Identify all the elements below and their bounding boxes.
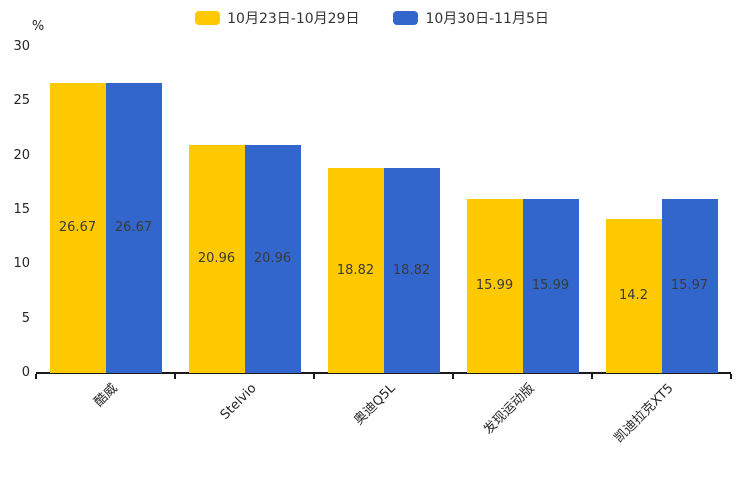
bar-week1-1 (49, 83, 106, 373)
bar-week1-5 (605, 218, 662, 373)
bar-value-label: 15.97 (670, 278, 709, 294)
x-axis-tick (35, 374, 37, 379)
bar-value-label: 26.67 (114, 220, 153, 236)
y-axis-unit-label: % (31, 19, 45, 34)
y-axis-tick-label: 5 (21, 310, 30, 326)
x-category-label: 酷威 (91, 381, 121, 411)
bar-value-label: 14.2 (619, 287, 648, 303)
x-category-label: 发现运动版 (480, 381, 538, 438)
bar-value-label: 18.82 (392, 262, 431, 278)
x-category-label: 奥迪Q5L (350, 381, 399, 429)
legend-label-week2: 10月30日-11月5日 (425, 11, 549, 27)
x-category-label: Stelvio (217, 381, 260, 423)
x-axis-tick (313, 374, 315, 379)
bar-value-label: 20.96 (197, 251, 236, 267)
bar-value-label: 20.96 (253, 251, 292, 267)
bar-week1-3 (327, 168, 384, 373)
bar-week1-4 (466, 199, 523, 373)
bar-week2-2 (244, 145, 301, 373)
legend-item-week2[interactable]: 10月30日-11月5日 (393, 8, 549, 28)
x-axis-tick (174, 374, 176, 379)
legend-swatch-week1-icon (195, 11, 221, 25)
y-axis-tick-label: 0 (21, 365, 30, 380)
bar-week2-4 (522, 199, 579, 373)
y-axis-tick-label: 20 (13, 147, 30, 163)
bar-week1-2 (188, 145, 245, 373)
bar-value-label: 15.99 (531, 278, 570, 294)
bar-week2-1 (105, 83, 162, 373)
bar-value-label: 26.67 (58, 220, 97, 236)
y-axis-tick-label: 30 (13, 39, 30, 54)
chart-legend: 10月23日-10月29日 10月30日-11月5日 (0, 8, 744, 28)
x-axis-tick (730, 374, 732, 379)
x-axis-tick (452, 374, 454, 379)
legend-item-week1[interactable]: 10月23日-10月29日 (195, 8, 359, 28)
y-axis-tick-label: 10 (13, 256, 30, 272)
legend-label-week1: 10月23日-10月29日 (227, 11, 360, 27)
bar-value-label: 18.82 (336, 262, 375, 278)
x-category-label: 凯迪拉克XT5 (611, 381, 677, 446)
y-axis-tick-label: 15 (13, 202, 30, 217)
bar-value-label: 15.99 (475, 278, 514, 294)
bar-week2-3 (383, 168, 440, 373)
bar-week2-5 (661, 199, 718, 373)
x-axis-tick (591, 374, 593, 379)
x-axis-line (36, 372, 731, 374)
y-axis-tick-label: 25 (13, 93, 30, 109)
legend-swatch-week2-icon (393, 11, 419, 25)
